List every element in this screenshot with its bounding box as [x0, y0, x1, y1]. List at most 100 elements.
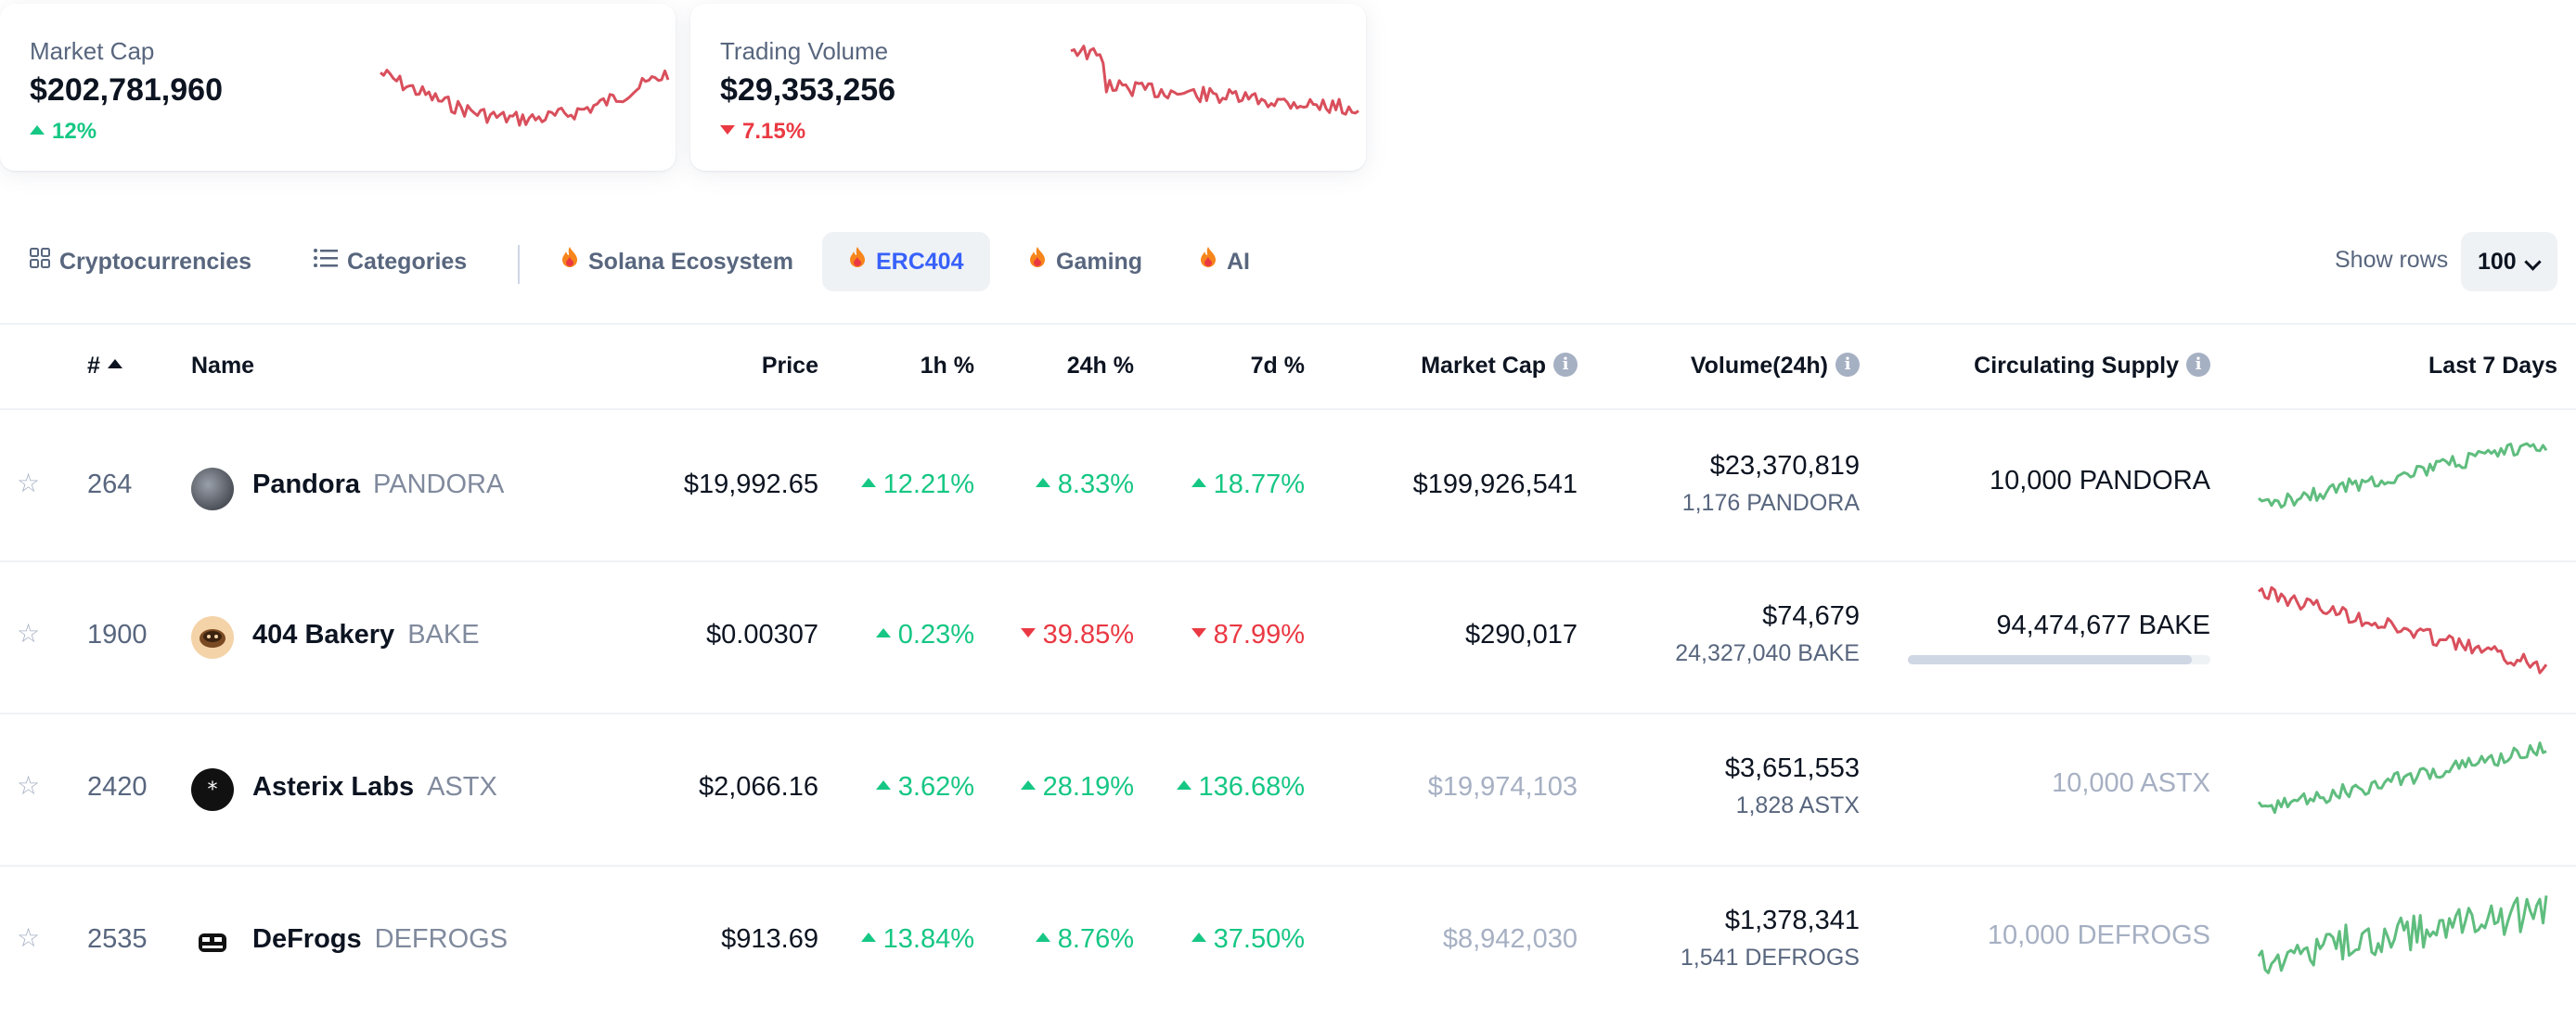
- volume: $1,378,341: [1724, 906, 1860, 935]
- tab-gaming[interactable]: Gaming: [1002, 232, 1168, 291]
- coin-name[interactable]: Asterix Labs ASTX: [252, 772, 497, 803]
- star-icon[interactable]: ☆: [17, 923, 41, 952]
- circulating-supply: 10,000 PANDORA: [1989, 466, 2210, 496]
- circulating-supply: 10,000 DEFROGS: [1987, 920, 2210, 950]
- tab-label: Gaming: [1056, 249, 1143, 275]
- change-1h: 3.62%: [835, 772, 974, 803]
- change-7d: 37.50%: [1151, 924, 1305, 955]
- coin-name-text: 404 Bakery: [252, 620, 395, 650]
- market-cap-label: Market Cap: [30, 37, 155, 65]
- coin-name[interactable]: DeFrogs DEFROGS: [252, 924, 508, 955]
- volume-in-coin: 24,327,040 BAKE: [1675, 640, 1860, 666]
- triangle-down-icon: [1020, 628, 1036, 638]
- change-7d: 136.68%: [1151, 772, 1305, 803]
- header-bottom-border: [0, 408, 2576, 410]
- tab-label: Solana Ecosystem: [588, 249, 793, 275]
- coin-symbol: ASTX: [427, 772, 497, 802]
- star-icon[interactable]: ☆: [17, 469, 41, 497]
- change-24h: 28.19%: [993, 772, 1134, 803]
- change-7d-value: 18.77%: [1213, 470, 1305, 499]
- show-rows-label: Show rows: [2335, 247, 2449, 273]
- triangle-up-icon: [1035, 933, 1050, 943]
- fire-icon: [1028, 231, 1047, 290]
- column-24h[interactable]: 24h %: [1066, 353, 1134, 379]
- sort-ascending-icon: [107, 359, 122, 369]
- coin-symbol: DEFROGS: [374, 924, 509, 954]
- triangle-up-icon: [1191, 933, 1206, 943]
- fire-icon: [848, 231, 867, 290]
- table-row[interactable]: ☆ 2535 DeFrogs DEFROGS $913.69 13.84% 8.7…: [0, 867, 2576, 1017]
- trading-volume-card[interactable]: Trading Volume $29,353,256 7.15%: [690, 4, 1366, 171]
- info-icon[interactable]: i: [1553, 353, 1578, 378]
- rank: 1900: [87, 620, 148, 650]
- market-cap: $19,974,103: [1427, 772, 1578, 802]
- column-1h[interactable]: 1h %: [920, 353, 974, 379]
- price: $0.00307: [706, 620, 818, 650]
- trading-volume-change: 7.15%: [720, 119, 805, 145]
- tab-divider: [518, 245, 520, 284]
- tab-label: AI: [1227, 249, 1250, 275]
- circulating-supply: 10,000 ASTX: [2052, 768, 2210, 798]
- circulating-supply: 94,474,677 BAKE: [1996, 611, 2210, 640]
- info-icon[interactable]: i: [1835, 353, 1860, 378]
- change-24h-value: 39.85%: [1042, 620, 1134, 650]
- coin-symbol: PANDORA: [373, 470, 505, 499]
- row-divider: [0, 713, 2576, 714]
- triangle-up-icon: [875, 780, 891, 791]
- rank: 2535: [87, 924, 148, 954]
- column-name[interactable]: Name: [191, 353, 255, 379]
- column-price[interactable]: Price: [761, 353, 818, 379]
- triangle-up-icon: [1191, 478, 1206, 488]
- trading-volume-value: $29,353,256: [720, 72, 896, 108]
- change-24h-value: 8.76%: [1057, 924, 1134, 954]
- triangle-up-icon: [860, 933, 876, 943]
- volume: $74,679: [1762, 601, 1860, 631]
- tab-solana-ecosystem[interactable]: Solana Ecosystem: [535, 232, 819, 291]
- fire-icon: [560, 231, 579, 290]
- tab-categories[interactable]: Categories: [288, 232, 493, 291]
- triangle-up-icon: [860, 478, 876, 488]
- volume-in-coin: 1,541 DEFROGS: [1680, 945, 1860, 971]
- tab-ai[interactable]: AI: [1173, 232, 1276, 291]
- trading-volume-change-value: 7.15%: [742, 119, 806, 144]
- change-24h: 39.85%: [993, 620, 1134, 650]
- info-icon[interactable]: i: [2186, 353, 2210, 378]
- column-last-7-days: Last 7 Days: [2428, 353, 2557, 379]
- column-market-cap-label: Market Cap: [1421, 353, 1546, 379]
- rows-per-page-select[interactable]: 100: [2461, 232, 2557, 291]
- coin-name[interactable]: Pandora PANDORA: [252, 470, 504, 500]
- change-7d-value: 87.99%: [1213, 620, 1305, 650]
- change-24h: 8.33%: [993, 470, 1134, 500]
- price: $19,992.65: [683, 470, 818, 499]
- change-7d-value: 37.50%: [1213, 924, 1305, 954]
- market-cap: $8,942,030: [1442, 924, 1578, 954]
- table-top-border: [0, 323, 2576, 325]
- column-circulating-supply[interactable]: Circulating Supply i: [1893, 353, 2210, 380]
- market-cap-change-value: 12%: [52, 119, 97, 144]
- triangle-down-icon: [720, 124, 735, 135]
- column-volume[interactable]: Volume(24h) i: [1596, 353, 1860, 380]
- coin-symbol: BAKE: [407, 620, 480, 650]
- column-rank[interactable]: #: [87, 353, 122, 380]
- rows-per-page-value: 100: [2478, 249, 2517, 275]
- row-divider: [0, 560, 2576, 562]
- star-icon[interactable]: ☆: [17, 619, 41, 648]
- tab-label: ERC404: [876, 249, 964, 275]
- table-row[interactable]: ☆ 264 Pandora PANDORA $19,992.65 12.21% 8…: [0, 410, 2576, 560]
- column-7d[interactable]: 7d %: [1250, 353, 1305, 379]
- star-icon[interactable]: ☆: [17, 771, 41, 800]
- coin-name[interactable]: 404 Bakery BAKE: [252, 620, 480, 650]
- bakery-logo-icon: [191, 616, 234, 659]
- trading-volume-sparkline: [1070, 45, 1359, 116]
- sparkline-7d: [2258, 442, 2548, 509]
- market-cap-card[interactable]: Market Cap $202,781,960 12%: [0, 4, 676, 171]
- tab-cryptocurrencies[interactable]: Cryptocurrencies: [4, 232, 277, 291]
- column-rank-label: #: [87, 353, 100, 379]
- market-cap: $290,017: [1465, 620, 1578, 650]
- table-row[interactable]: ☆ 1900 404 Bakery BAKE $0.00307 0.23% 39.…: [0, 562, 2576, 713]
- triangle-up-icon: [1035, 478, 1050, 488]
- table-row[interactable]: ☆ 2420 * Asterix Labs ASTX $2,066.16 3.62…: [0, 714, 2576, 865]
- column-market-cap[interactable]: Market Cap i: [1318, 353, 1578, 380]
- column-volume-label: Volume(24h): [1690, 353, 1828, 379]
- tab-erc404[interactable]: ERC404: [822, 232, 990, 291]
